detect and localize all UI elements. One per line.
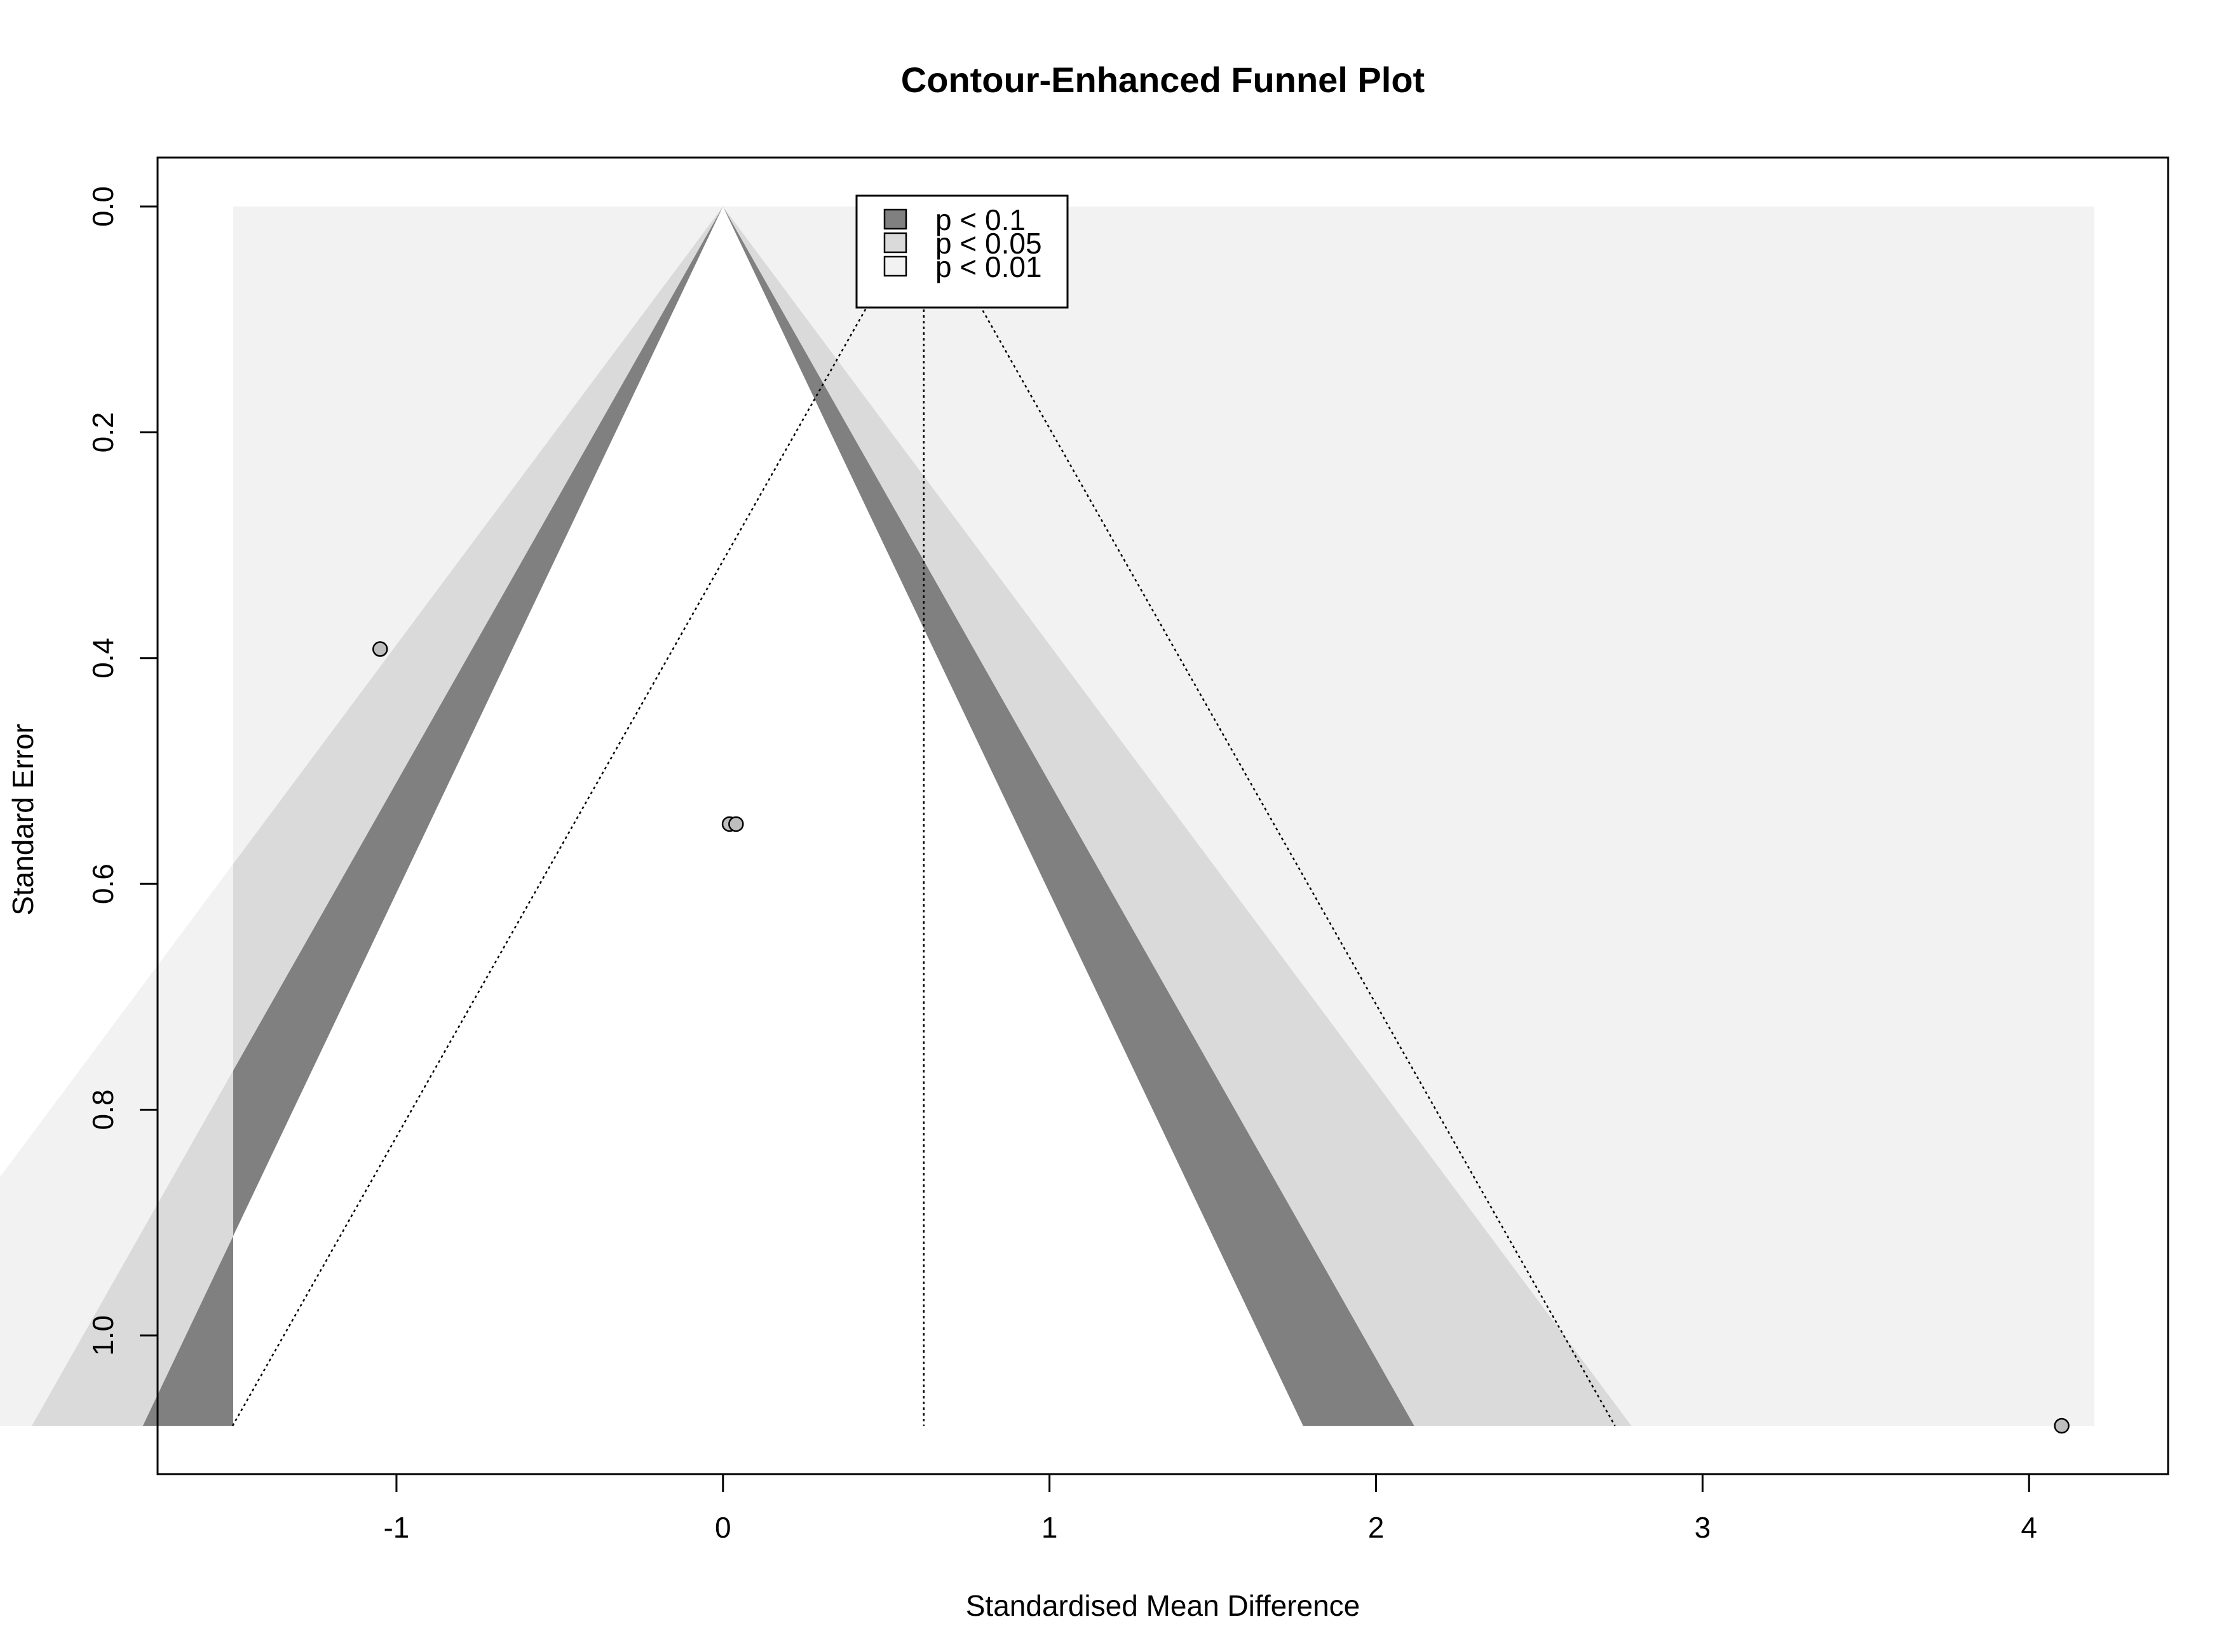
study-point — [728, 816, 744, 832]
x-axis: -1 0 1 2 3 4 — [383, 1473, 2037, 1544]
plot-area — [0, 205, 2094, 1434]
y-axis: 0.0 0.2 0.4 0.6 0.8 1.0 — [86, 186, 159, 1356]
y-tick-label: 0.6 — [86, 863, 119, 904]
x-tick-label: 4 — [2021, 1511, 2037, 1544]
study-point — [2054, 1418, 2070, 1434]
x-tick-label: 2 — [1368, 1511, 1385, 1544]
x-axis-label: Standardised Mean Difference — [966, 1589, 1360, 1622]
y-tick-label: 1.0 — [86, 1315, 119, 1356]
x-tick-label: 1 — [1041, 1511, 1058, 1544]
y-tick-label: 0.8 — [86, 1090, 119, 1130]
study-point — [372, 641, 388, 657]
legend-swatch — [883, 255, 907, 277]
x-tick-label: -1 — [383, 1511, 409, 1544]
legend-swatch — [883, 232, 907, 254]
y-tick-label: 0.4 — [86, 638, 119, 679]
legend-label: p < 0.1 — [935, 203, 1026, 236]
contour-band — [233, 207, 1303, 1426]
legend: p < 0.1p < 0.05p < 0.01 — [855, 194, 1069, 309]
chart-title: Contour-Enhanced Funnel Plot — [901, 60, 1425, 100]
y-tick-label: 0.0 — [86, 186, 119, 227]
legend-label: p < 0.05 — [935, 227, 1042, 260]
y-tick-label: 0.2 — [86, 412, 119, 452]
legend-swatch — [883, 208, 907, 230]
legend-label: p < 0.01 — [935, 250, 1042, 283]
x-tick-label: 0 — [715, 1511, 731, 1544]
y-axis-label: Standard Error — [6, 724, 39, 916]
x-tick-label: 3 — [1695, 1511, 1711, 1544]
